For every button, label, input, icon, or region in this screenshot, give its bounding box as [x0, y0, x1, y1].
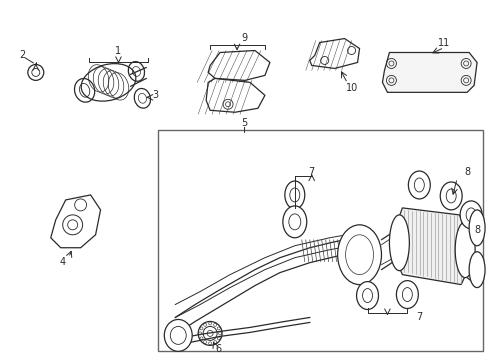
Text: 1: 1: [115, 45, 122, 55]
Text: 8: 8: [463, 167, 469, 177]
Text: 2: 2: [20, 50, 26, 60]
Ellipse shape: [337, 225, 381, 285]
Text: 8: 8: [473, 225, 479, 235]
Polygon shape: [397, 208, 466, 285]
Ellipse shape: [459, 201, 481, 229]
Text: 7: 7: [308, 167, 314, 177]
Text: 11: 11: [437, 37, 449, 48]
Ellipse shape: [345, 235, 373, 275]
Ellipse shape: [468, 252, 484, 288]
Ellipse shape: [454, 222, 474, 278]
Text: 7: 7: [415, 312, 422, 323]
Text: 3: 3: [152, 90, 158, 100]
Ellipse shape: [439, 182, 461, 210]
Text: 10: 10: [345, 84, 357, 93]
Text: 6: 6: [215, 345, 221, 354]
Ellipse shape: [396, 280, 417, 309]
Ellipse shape: [282, 206, 306, 238]
Text: 4: 4: [60, 257, 65, 267]
Bar: [158, 130, 482, 351]
Ellipse shape: [285, 181, 304, 209]
Ellipse shape: [407, 171, 429, 199]
Ellipse shape: [164, 319, 192, 351]
Ellipse shape: [388, 215, 408, 271]
Ellipse shape: [356, 282, 378, 310]
Polygon shape: [382, 53, 476, 92]
Text: 9: 9: [241, 32, 246, 42]
Ellipse shape: [468, 210, 484, 246]
Text: 5: 5: [241, 118, 246, 128]
